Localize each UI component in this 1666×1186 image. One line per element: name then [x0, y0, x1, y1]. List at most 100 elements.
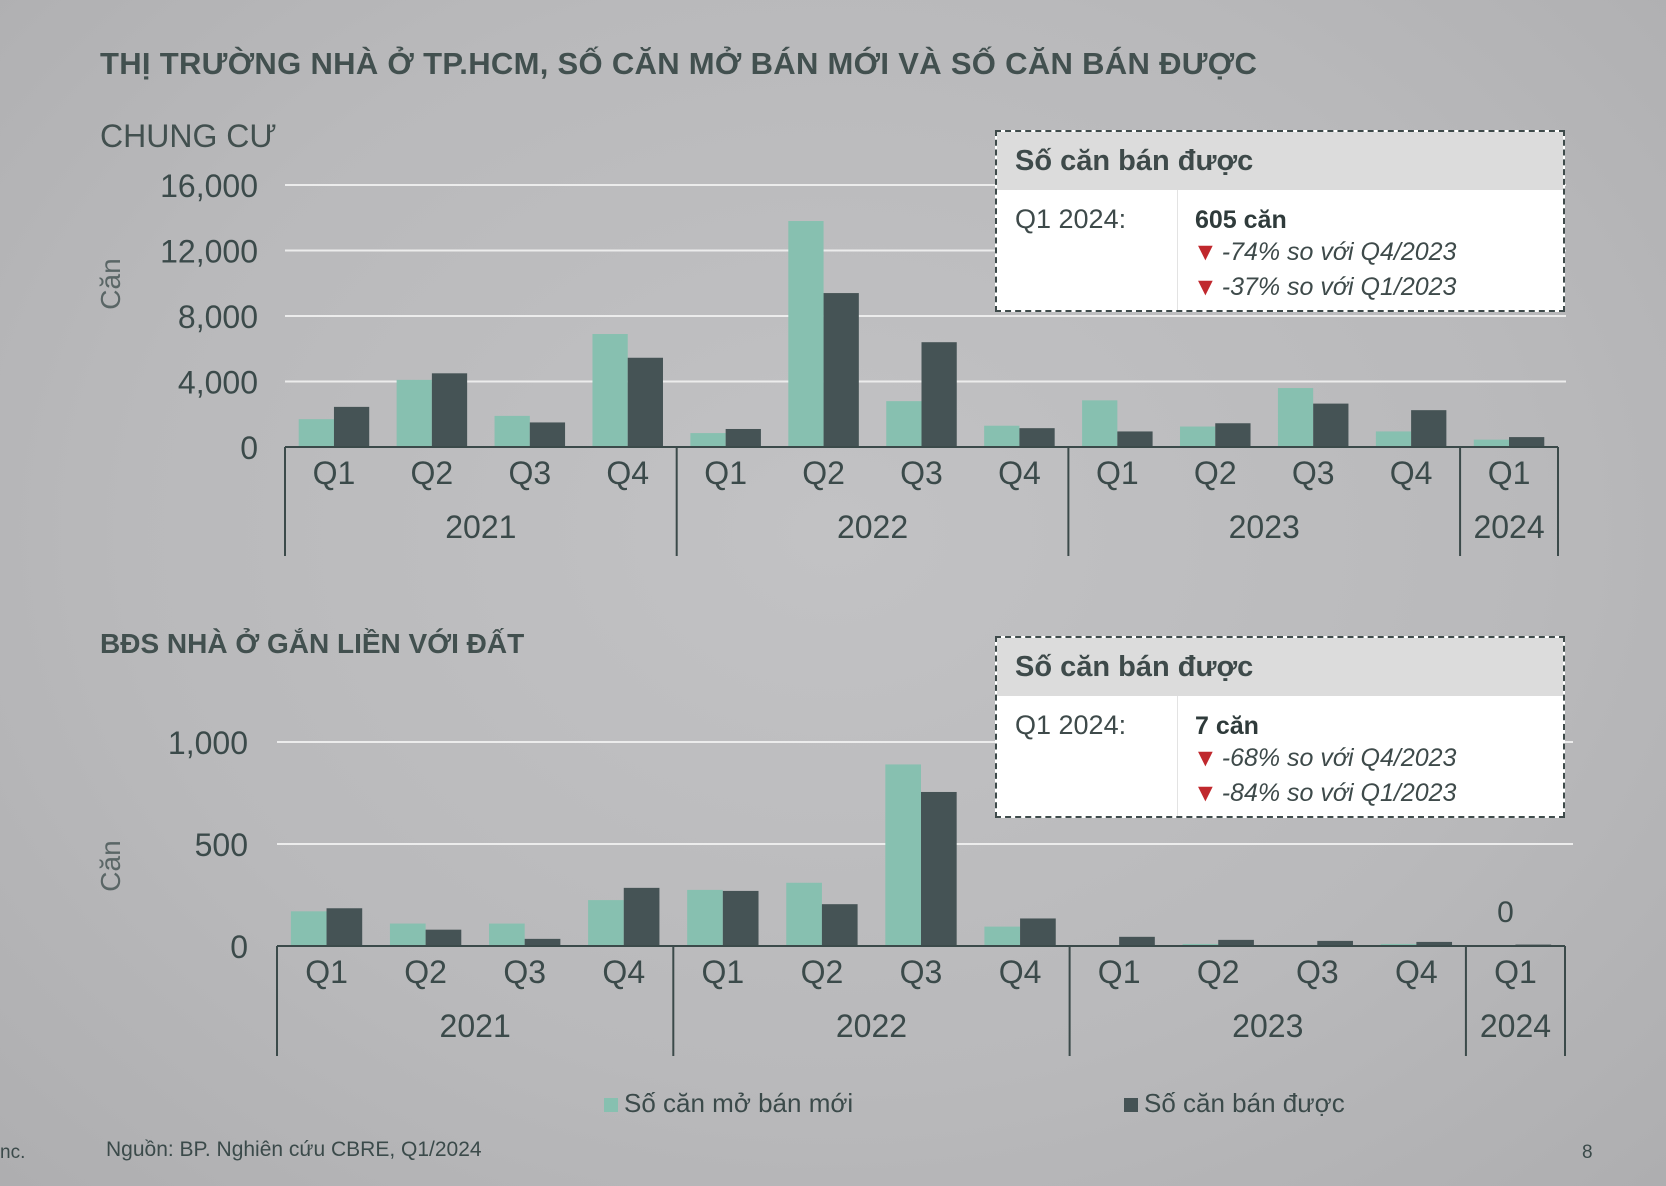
callout-top: Số căn bán được Q1 2024: 605 căn ▼ -74% s… [995, 130, 1565, 312]
c1-year-label: 2023 [1229, 509, 1300, 545]
c2-year-label: 2024 [1480, 1008, 1551, 1044]
c1-bar-new [1473, 439, 1510, 447]
legend-new-label: Số căn mở bán mới [624, 1088, 854, 1118]
down-triangle-icon: ▼ [1193, 744, 1218, 772]
c2-bar-sold [1416, 941, 1453, 946]
c1-bar-sold [1019, 428, 1055, 447]
c1-y-tick-label: 4,000 [178, 365, 258, 401]
c2-bar-sold [921, 791, 957, 946]
c2-bar-sold [1020, 918, 1056, 946]
c1-bar-new [788, 221, 824, 447]
c1-bar-sold [1313, 403, 1349, 447]
c2-x-tick-label: Q3 [503, 954, 546, 990]
callout-bottom-body: Q1 2024: 7 căn ▼ -68% so với Q4/2023 ▼ -84… [997, 696, 1563, 816]
c1-x-tick-label: Q3 [900, 455, 943, 491]
c1-x-tick-label: Q1 [704, 455, 747, 491]
c2-x-tick-label: Q4 [999, 954, 1042, 990]
c2-bar-new [984, 926, 1021, 946]
callout-bottom-change-2-pct: -84% so [1221, 779, 1314, 807]
c2-bar-new [389, 923, 426, 946]
c1-bar-new [396, 379, 432, 447]
c1-year-label: 2024 [1473, 509, 1544, 545]
down-triangle-icon: ▼ [1193, 238, 1218, 266]
callout-bottom-change-1: ▼ -68% so với Q4/2023 [1193, 744, 1456, 773]
callout-bottom: Số căn bán được Q1 2024: 7 căn ▼ -68% so … [995, 636, 1565, 818]
c2-x-tick-label: Q3 [900, 954, 943, 990]
c1-year-label: 2022 [837, 509, 908, 545]
down-triangle-icon: ▼ [1193, 779, 1218, 807]
legend-sold-label: Số căn bán được [1144, 1088, 1345, 1118]
legend-new-swatch [604, 1098, 618, 1113]
chart-1-title: CHUNG CƯ [100, 118, 277, 154]
apartment-chart: 0 4,000 8,000 12,000 16,000 Căn Q1 Q2 Q3 Q4 Q1 Q2 Q3… [95, 168, 1566, 556]
c1-bar-sold [921, 342, 957, 447]
callout-bottom-period: Q1 2024: [1015, 710, 1127, 740]
c2-y-tick-label: 0 [230, 929, 248, 965]
c2-x-tick-label: Q1 [702, 954, 745, 990]
c2-year-label: 2022 [836, 1008, 907, 1044]
legend-sold-swatch [1124, 1098, 1138, 1113]
c2-data-label: 0 [1497, 896, 1514, 929]
c2-x-tick-label: Q1 [1098, 954, 1141, 990]
c1-bar-new [984, 425, 1020, 447]
legend-sold: Số căn bán được [1124, 1088, 1345, 1119]
c1-bar-sold [823, 293, 859, 447]
c2-bar-new [786, 882, 822, 946]
callout-bottom-change-1-pct: -68% so [1221, 744, 1314, 772]
source-note: Nguồn: BP. Nghiên cứu CBRE, Q1/2024 [106, 1138, 482, 1161]
callout-top-body: Q1 2024: 605 căn ▼ -74% so với Q4/2023 ▼ -… [997, 190, 1563, 310]
callout-top-change-1-ref: với Q4/2023 [1320, 238, 1457, 266]
c1-y-axis-label: Căn [95, 258, 126, 309]
c2-bar-sold [1218, 939, 1254, 946]
c2-year-label: 2021 [440, 1008, 511, 1044]
callout-bottom-change-2-ref: với Q1/2023 [1320, 779, 1457, 807]
c1-x-tick-label: Q1 [1096, 455, 1139, 491]
c1-x-tick-label: Q1 [313, 455, 356, 491]
c2-bar-new [885, 764, 921, 946]
c1-x-tick-label: Q4 [1390, 455, 1433, 491]
callout-bottom-header: Số căn bán được [997, 638, 1563, 696]
c1-x-tick-label: Q4 [998, 455, 1041, 491]
c1-x-tick-label: Q3 [1292, 455, 1335, 491]
callout-bottom-value: 7 căn [1195, 712, 1259, 740]
c1-x-tick-label: Q3 [508, 455, 551, 491]
c2-year-label: 2023 [1232, 1008, 1303, 1044]
c1-x-tick-label: Q2 [802, 455, 845, 491]
c1-bar-sold [1117, 431, 1153, 447]
c2-bar-new [687, 889, 723, 946]
callout-bottom-change-1-ref: với Q4/2023 [1320, 744, 1457, 772]
c2-y-axis-label: Căn [95, 840, 126, 891]
c1-x-tick-label: Q2 [1194, 455, 1237, 491]
c1-x-tick-label: Q4 [606, 455, 649, 491]
c1-bar-sold [1411, 410, 1447, 447]
c1-year-label: 2021 [445, 509, 516, 545]
c2-bar-new [290, 911, 327, 946]
landed-housing-chart: 0 500 1,000 Căn Q1 Q2 Q3 Q4 Q1 Q2 Q3 Q4 Q1 Q2 Q3 Q4 Q1 20… [95, 725, 1573, 1056]
chart-2-title: BĐS NHÀ Ở GẮN LIỀN VỚI ĐẤT [100, 628, 525, 659]
c1-bar-sold [431, 373, 468, 447]
c1-bar-sold [725, 428, 761, 447]
c2-bar-sold [623, 887, 660, 946]
c2-x-tick-label: Q3 [1296, 954, 1339, 990]
callout-top-change-2: ▼ -37% so với Q1/2023 [1193, 273, 1456, 302]
c2-bar-sold [1317, 940, 1353, 946]
c2-bar-new [489, 923, 525, 946]
c2-x-tick-label: Q1 [305, 954, 348, 990]
c2-bar-sold [1119, 936, 1155, 946]
c2-x-tick-label: Q2 [801, 954, 844, 990]
c2-bar-sold [524, 938, 561, 946]
c1-bar-sold [333, 406, 370, 447]
c2-y-tick-label: 1,000 [168, 725, 248, 761]
callout-top-period: Q1 2024: [1015, 204, 1127, 234]
c2-x-tick-label: Q4 [602, 954, 645, 990]
c2-bar-sold [425, 929, 462, 946]
c1-bar-new [886, 401, 922, 447]
c2-x-tick-label: Q2 [1197, 954, 1240, 990]
c2-x-tick-label: Q1 [1494, 954, 1537, 990]
callout-top-change-2-pct: -37% so [1221, 273, 1314, 301]
c1-bar-new [1375, 431, 1412, 447]
c2-bar-new [1380, 943, 1417, 946]
c2-bar-new [1182, 943, 1219, 946]
c1-y-tick-label: 0 [240, 430, 258, 466]
c1-bar-new [592, 334, 628, 447]
